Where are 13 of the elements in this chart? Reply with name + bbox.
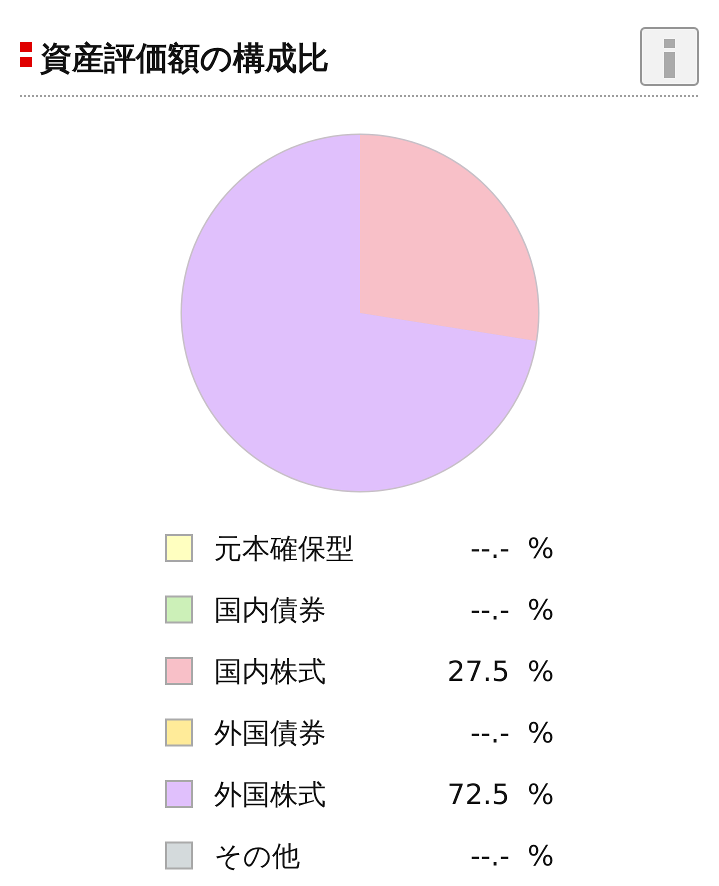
legend-label: 元本確保型 [214,532,354,565]
text: --.- % [470,532,554,565]
legend-label: 国内株式 [214,655,326,688]
text: --.- % [470,594,554,626]
data-label: 27.5 % [447,655,554,688]
legend-label: 国内債券 [214,594,326,626]
legend-label: その他 [214,840,300,872]
data-label: 72.5 % [447,778,554,811]
text: --.- % [470,716,554,750]
legend-label: 外国株式 [214,778,326,811]
chart-title: 資産評価額の構成比 [39,39,329,77]
text: --.- % [470,840,554,872]
legend-label: 外国債券 [214,716,326,750]
